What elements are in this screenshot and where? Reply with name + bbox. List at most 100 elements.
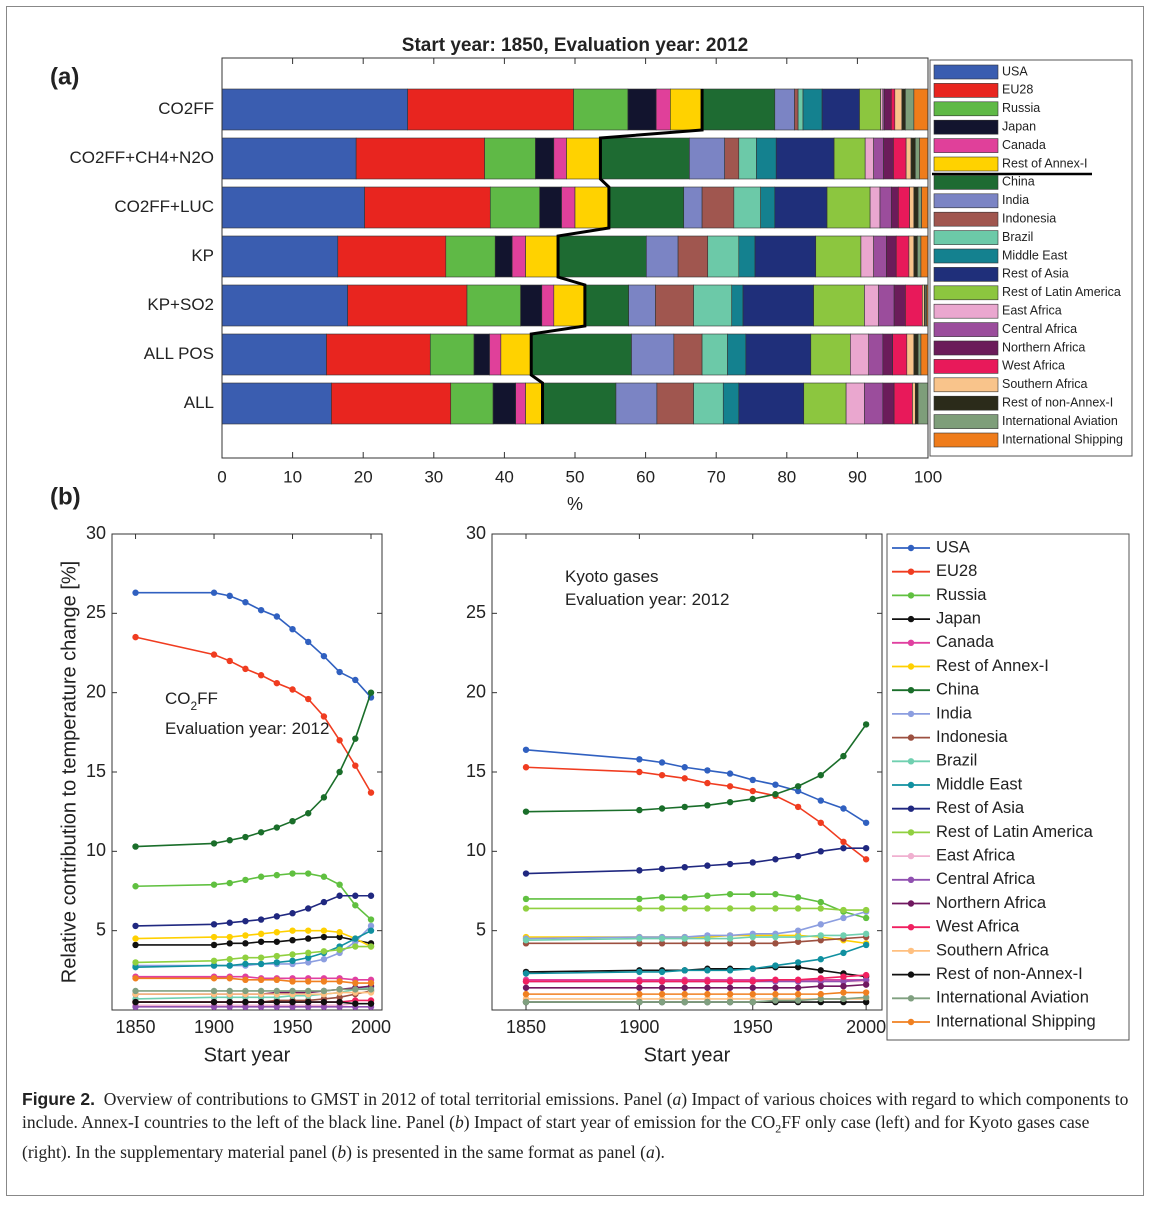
bar-segment xyxy=(584,284,629,327)
legend-label: East Africa xyxy=(936,846,1016,864)
data-point xyxy=(749,933,756,941)
data-point xyxy=(289,927,296,934)
data-point xyxy=(257,960,265,968)
legend-marker xyxy=(907,758,915,765)
data-point xyxy=(636,935,643,942)
legend-swatch xyxy=(933,83,999,98)
data-point xyxy=(726,940,734,947)
data-point xyxy=(840,989,847,996)
data-point xyxy=(840,844,847,852)
y-tick-label: 25 xyxy=(86,602,106,622)
series-line xyxy=(526,936,867,945)
y-tick-label: CO2FF+CH4+N2O xyxy=(69,148,214,167)
data-point xyxy=(367,927,375,934)
data-point xyxy=(305,987,312,995)
bar-segment xyxy=(893,137,907,180)
bar-segment xyxy=(722,382,740,425)
bar-segment xyxy=(221,382,332,425)
data-point xyxy=(658,894,666,901)
data-point xyxy=(817,819,824,826)
bar-segment xyxy=(883,88,892,131)
data-point xyxy=(726,890,734,898)
y-tick-label: 30 xyxy=(466,523,486,543)
data-point xyxy=(794,938,802,945)
data-point xyxy=(794,963,802,971)
bar-segment xyxy=(221,333,327,376)
data-point xyxy=(749,776,756,784)
bar-segment xyxy=(864,137,874,180)
legend-label: International Aviation xyxy=(936,989,1089,1007)
data-point xyxy=(772,962,779,969)
bar-segment xyxy=(566,137,601,180)
data-point xyxy=(726,935,734,942)
data-point xyxy=(794,990,802,998)
data-point xyxy=(704,940,711,947)
data-point xyxy=(749,998,756,1006)
y-tick-label: 10 xyxy=(86,840,106,860)
data-point xyxy=(273,952,281,960)
data-point xyxy=(817,995,824,1003)
annotation-part: CO xyxy=(165,689,191,708)
annotation: Kyoto gases xyxy=(565,567,659,586)
data-point xyxy=(226,657,233,665)
bar-segment xyxy=(539,186,562,229)
caption-text: Overview of contributions to GMST in 201… xyxy=(94,1089,673,1109)
bar-segment xyxy=(894,88,903,131)
x-tick-label: 50 xyxy=(566,467,585,486)
legend-swatch xyxy=(933,285,999,301)
data-point xyxy=(522,764,530,771)
data-point xyxy=(704,967,711,974)
data-point xyxy=(226,837,233,844)
legend-swatch xyxy=(933,138,999,153)
data-point xyxy=(681,978,688,985)
data-point xyxy=(242,987,249,995)
data-point xyxy=(132,941,139,949)
data-point xyxy=(336,929,343,936)
data-point xyxy=(794,976,802,984)
data-point xyxy=(772,791,779,798)
data-point xyxy=(772,984,779,991)
bar-segment xyxy=(525,235,559,278)
series-line xyxy=(526,983,867,989)
data-point xyxy=(336,768,343,776)
data-point xyxy=(226,879,233,887)
data-point xyxy=(817,967,824,974)
data-point xyxy=(273,938,281,945)
legend-swatch xyxy=(933,211,999,227)
bar-segment xyxy=(910,137,916,180)
bar-segment xyxy=(733,186,761,229)
data-point xyxy=(289,998,296,1006)
caption-text: a xyxy=(672,1089,682,1109)
bar-segment xyxy=(221,235,339,278)
bar-segment xyxy=(347,284,468,327)
data-point xyxy=(794,933,802,941)
bar-segment xyxy=(810,333,851,376)
bar-segment xyxy=(873,235,887,278)
data-point xyxy=(367,986,375,993)
legend-swatch xyxy=(933,377,999,393)
bar-segment xyxy=(919,137,929,180)
bar-segment xyxy=(542,382,617,425)
bar-segment xyxy=(879,186,892,229)
data-point xyxy=(132,922,139,930)
legend-marker xyxy=(907,805,915,812)
series-line xyxy=(526,907,867,911)
data-point xyxy=(794,894,802,901)
data-point xyxy=(794,997,802,1004)
legend-marker xyxy=(907,971,915,978)
bar-segment xyxy=(895,235,910,278)
caption-text: b xyxy=(337,1141,347,1162)
data-point xyxy=(210,651,218,658)
data-point xyxy=(681,984,688,991)
data-point xyxy=(367,689,375,696)
data-point xyxy=(273,871,281,879)
legend-swatch xyxy=(933,175,999,190)
data-point xyxy=(257,829,265,836)
legend-label: West Africa xyxy=(936,918,1020,936)
data-point xyxy=(132,959,139,966)
data-point xyxy=(367,979,375,987)
data-point xyxy=(242,665,249,673)
bar-segment xyxy=(815,235,862,278)
legend-swatch xyxy=(933,340,999,356)
bar-segment xyxy=(913,235,918,278)
